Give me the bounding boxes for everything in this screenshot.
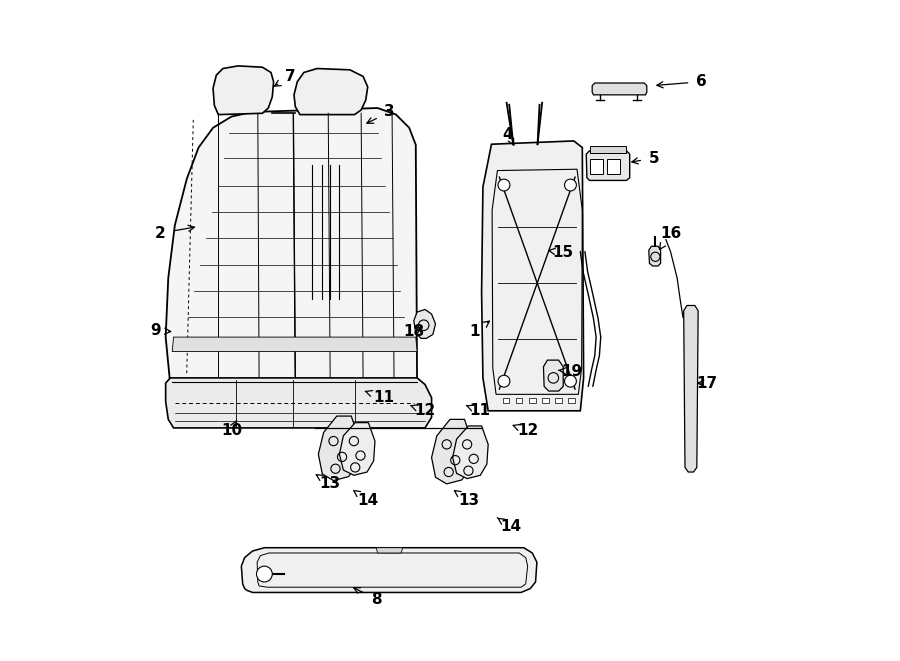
Text: 10: 10 — [220, 420, 242, 438]
Text: 18: 18 — [403, 325, 425, 339]
Circle shape — [564, 375, 576, 387]
Text: 16: 16 — [660, 225, 681, 249]
Polygon shape — [586, 151, 630, 180]
Polygon shape — [172, 337, 417, 352]
Polygon shape — [339, 422, 375, 475]
Bar — [555, 398, 562, 403]
Text: 1: 1 — [470, 321, 490, 339]
Polygon shape — [544, 360, 563, 391]
Bar — [516, 398, 522, 403]
Text: 14: 14 — [354, 490, 378, 508]
Polygon shape — [294, 69, 368, 114]
Text: 5: 5 — [632, 151, 660, 165]
Circle shape — [256, 566, 273, 582]
Text: 11: 11 — [365, 390, 395, 405]
Text: 19: 19 — [558, 364, 582, 379]
Circle shape — [564, 179, 576, 191]
Polygon shape — [241, 548, 537, 592]
Polygon shape — [166, 108, 417, 385]
Text: 12: 12 — [513, 423, 538, 438]
Bar — [590, 159, 603, 174]
Text: 6: 6 — [657, 74, 706, 89]
Circle shape — [498, 375, 510, 387]
Polygon shape — [414, 309, 436, 338]
Polygon shape — [166, 378, 432, 428]
Polygon shape — [453, 426, 488, 479]
Bar — [529, 398, 535, 403]
Text: 9: 9 — [149, 323, 171, 338]
Polygon shape — [432, 419, 473, 484]
Bar — [542, 398, 549, 403]
Text: 2: 2 — [155, 225, 194, 241]
Text: 4: 4 — [502, 127, 514, 145]
Polygon shape — [482, 141, 583, 410]
Bar — [503, 398, 509, 403]
Bar — [607, 159, 620, 174]
Polygon shape — [592, 83, 647, 95]
Text: 14: 14 — [497, 518, 521, 534]
Polygon shape — [213, 66, 274, 114]
Bar — [590, 146, 626, 153]
Text: 11: 11 — [466, 403, 490, 418]
Polygon shape — [684, 305, 698, 472]
Text: 13: 13 — [316, 475, 341, 490]
Text: 7: 7 — [274, 69, 296, 86]
Polygon shape — [319, 416, 360, 481]
Polygon shape — [376, 548, 402, 553]
Text: 17: 17 — [696, 375, 717, 391]
Polygon shape — [649, 247, 661, 266]
Circle shape — [498, 179, 510, 191]
Text: 15: 15 — [549, 245, 574, 260]
Text: 12: 12 — [411, 403, 436, 418]
Text: 8: 8 — [354, 588, 382, 607]
Text: 3: 3 — [367, 104, 395, 123]
Bar — [569, 398, 575, 403]
Text: 13: 13 — [454, 490, 479, 508]
